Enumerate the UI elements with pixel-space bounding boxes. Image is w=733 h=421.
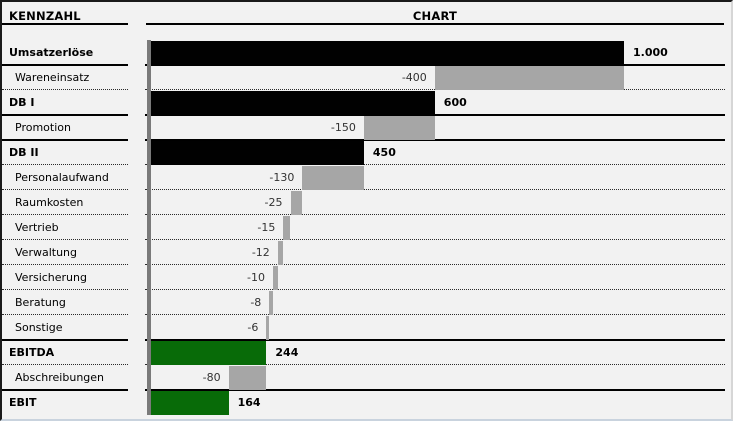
row-label: EBITDA: [9, 346, 55, 359]
table-row: Vertrieb -15: [2, 215, 731, 240]
kennzahl-column-title: KENNZAHL: [9, 9, 81, 23]
row-label: Personalaufwand: [15, 171, 109, 184]
table-row: Umsatzerlöse 1.000: [2, 40, 731, 66]
waterfall-bar: [434, 65, 624, 90]
row-label: Vertrieb: [15, 221, 59, 234]
value-label: 244: [275, 346, 299, 359]
chart-title: CHART: [412, 9, 458, 23]
table-row: Raumkosten -25: [2, 190, 731, 215]
table-row: Personalaufwand -130: [2, 165, 731, 190]
waterfall-bar: [277, 240, 284, 265]
value-label: -10: [247, 271, 265, 284]
value-label: 450: [372, 146, 396, 159]
row-separator: [145, 239, 725, 240]
row-separator: [2, 339, 128, 341]
row-separator: [145, 114, 725, 116]
row-separator: [145, 164, 725, 165]
row-separator: [2, 64, 128, 66]
row-label: DB II: [9, 146, 39, 159]
row-separator: [145, 214, 725, 215]
value-label: -12: [251, 246, 270, 259]
row-separator: [2, 114, 128, 116]
table-row: Promotion -150: [2, 115, 731, 141]
table-row: DB I 600: [2, 90, 731, 116]
row-separator: [145, 389, 725, 391]
table-row: EBIT 164: [2, 390, 731, 415]
row-separator: [2, 139, 128, 141]
row-separator: [2, 89, 128, 90]
row-separator: [2, 264, 128, 265]
waterfall-bar: [151, 140, 364, 165]
table-row: Wareneinsatz -400: [2, 65, 731, 90]
table-row: Sonstige -6: [2, 315, 731, 341]
chart-title-underline: [146, 23, 724, 25]
waterfall-bar: [363, 115, 435, 140]
waterfall-bar: [151, 40, 624, 65]
value-label: -6: [247, 321, 259, 334]
value-axis-baseline: [147, 40, 151, 415]
waterfall-bar: [151, 340, 267, 365]
value-label: -80: [202, 371, 221, 384]
row-label: DB I: [9, 96, 35, 109]
value-label: -15: [257, 221, 276, 234]
table-row: Beratung -8: [2, 290, 731, 315]
value-label: -25: [264, 196, 283, 209]
row-label: Raumkosten: [15, 196, 84, 209]
row-separator: [145, 64, 725, 66]
kennzahl-title-underline: [2, 23, 128, 25]
row-label: Promotion: [15, 121, 71, 134]
value-label: 600: [443, 96, 467, 109]
row-label: EBIT: [9, 396, 37, 409]
waterfall-bar: [228, 365, 267, 390]
row-separator: [2, 189, 128, 190]
row-separator: [2, 364, 128, 365]
table-row: Versicherung -10: [2, 265, 731, 290]
row-separator: [145, 364, 725, 365]
row-label: Beratung: [15, 296, 66, 309]
row-separator: [2, 164, 128, 165]
waterfall-bar: [269, 290, 274, 315]
waterfall-bar: [151, 90, 435, 115]
waterfall-bar: [302, 165, 364, 190]
value-label: -8: [250, 296, 262, 309]
value-label: -130: [269, 171, 295, 184]
waterfall-bar: [283, 215, 291, 240]
value-label: -400: [401, 71, 427, 84]
row-separator: [145, 189, 725, 190]
row-separator: [2, 239, 128, 240]
table-row: Verwaltung -12: [2, 240, 731, 265]
table-row: Abschreibungen -80: [2, 365, 731, 391]
row-separator: [2, 314, 128, 315]
value-label: 1.000: [633, 46, 668, 59]
row-label: Umsatzerlöse: [9, 46, 94, 59]
row-separator: [2, 214, 128, 215]
row-label: Wareneinsatz: [15, 71, 90, 84]
waterfall-bar: [273, 265, 278, 290]
row-separator: [2, 289, 128, 290]
value-label: 164: [237, 396, 261, 409]
row-separator: [145, 139, 725, 141]
waterfall-bar: [151, 390, 229, 415]
table-row: EBITDA 244: [2, 340, 731, 365]
row-label: Versicherung: [15, 271, 87, 284]
row-label: Verwaltung: [15, 246, 77, 259]
row-label: Sonstige: [15, 321, 63, 334]
row-separator: [2, 389, 128, 391]
waterfall-bar: [290, 190, 303, 215]
row-separator: [145, 289, 725, 290]
row-separator: [145, 89, 725, 90]
row-separator: [145, 339, 725, 341]
value-label: -150: [330, 121, 356, 134]
row-separator: [145, 314, 725, 315]
table-row: DB II 450: [2, 140, 731, 165]
waterfall-bar: [266, 315, 270, 340]
row-label: Abschreibungen: [15, 371, 105, 384]
row-separator: [145, 264, 725, 265]
